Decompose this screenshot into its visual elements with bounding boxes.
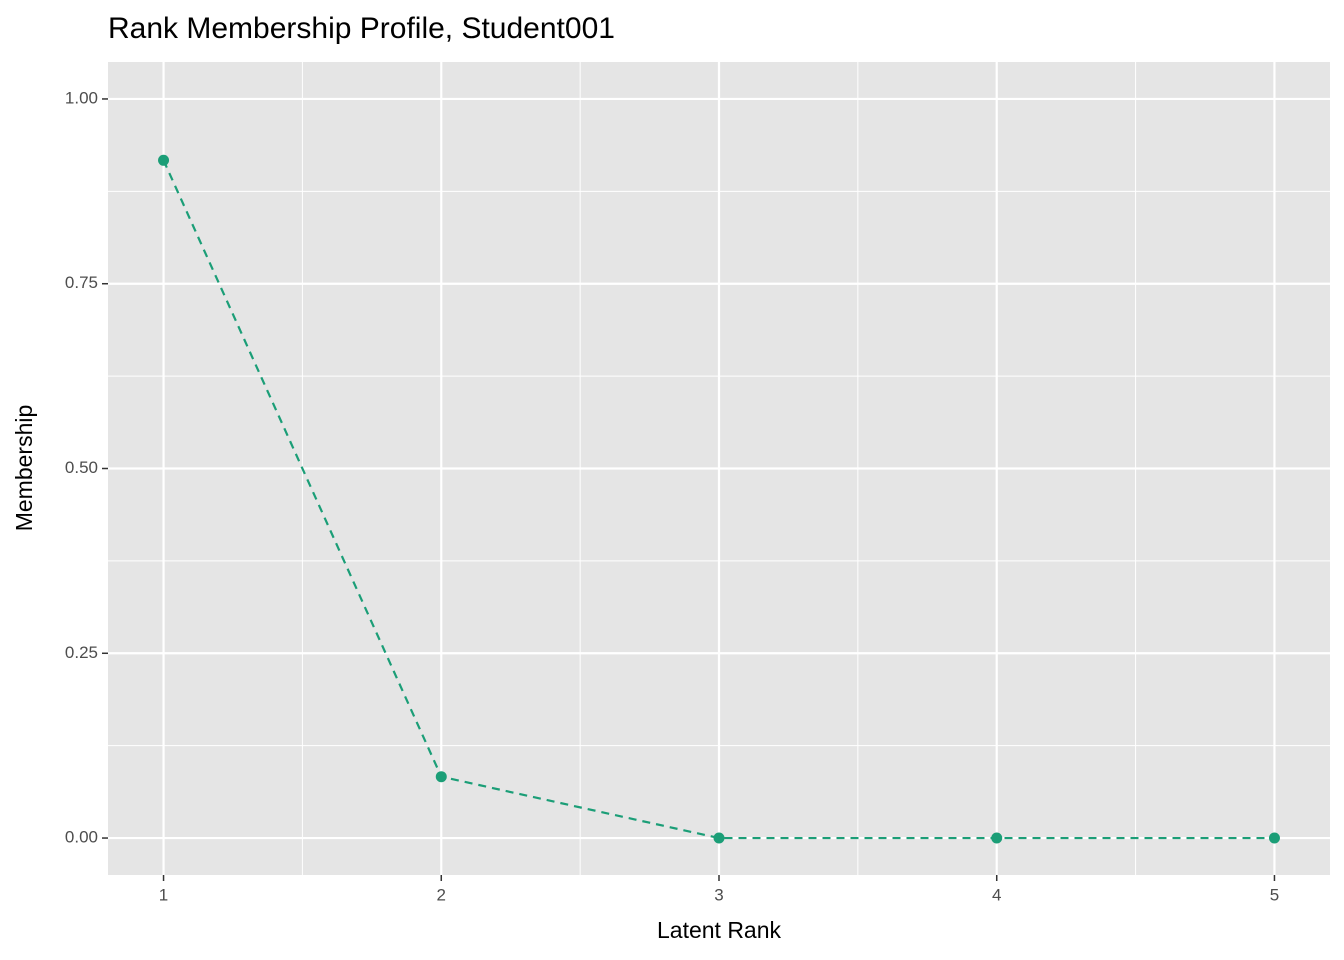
data-point [713,832,725,844]
y-axis-title: Membership [11,405,37,532]
y-tick-label: 0.75 [65,273,98,292]
x-tick-label: 1 [159,885,168,904]
data-point [158,154,170,166]
y-tick-label: 0.25 [65,643,98,662]
x-tick-label: 5 [1270,885,1279,904]
x-tick-label: 3 [714,885,723,904]
data-point [435,771,447,783]
y-tick-label: 1.00 [65,88,98,107]
x-tick-label: 4 [992,885,1001,904]
data-point [991,832,1003,844]
data-point [1268,832,1280,844]
x-tick-label: 2 [437,885,446,904]
chart-title: Rank Membership Profile, Student001 [108,12,615,45]
y-tick-label: 0.00 [65,828,98,847]
data-line [162,159,1275,840]
y-tick-label: 0.50 [65,458,98,477]
x-axis-title: Latent Rank [657,917,782,943]
